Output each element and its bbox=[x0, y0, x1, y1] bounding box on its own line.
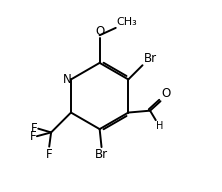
Text: O: O bbox=[161, 87, 171, 100]
Text: F: F bbox=[31, 122, 38, 135]
Text: O: O bbox=[95, 25, 105, 37]
Text: H: H bbox=[156, 121, 164, 131]
Text: N: N bbox=[63, 73, 71, 86]
Text: F: F bbox=[46, 148, 53, 161]
Text: F: F bbox=[30, 130, 36, 143]
Text: Br: Br bbox=[95, 148, 108, 161]
Text: CH₃: CH₃ bbox=[117, 17, 137, 27]
Text: Br: Br bbox=[143, 52, 157, 65]
